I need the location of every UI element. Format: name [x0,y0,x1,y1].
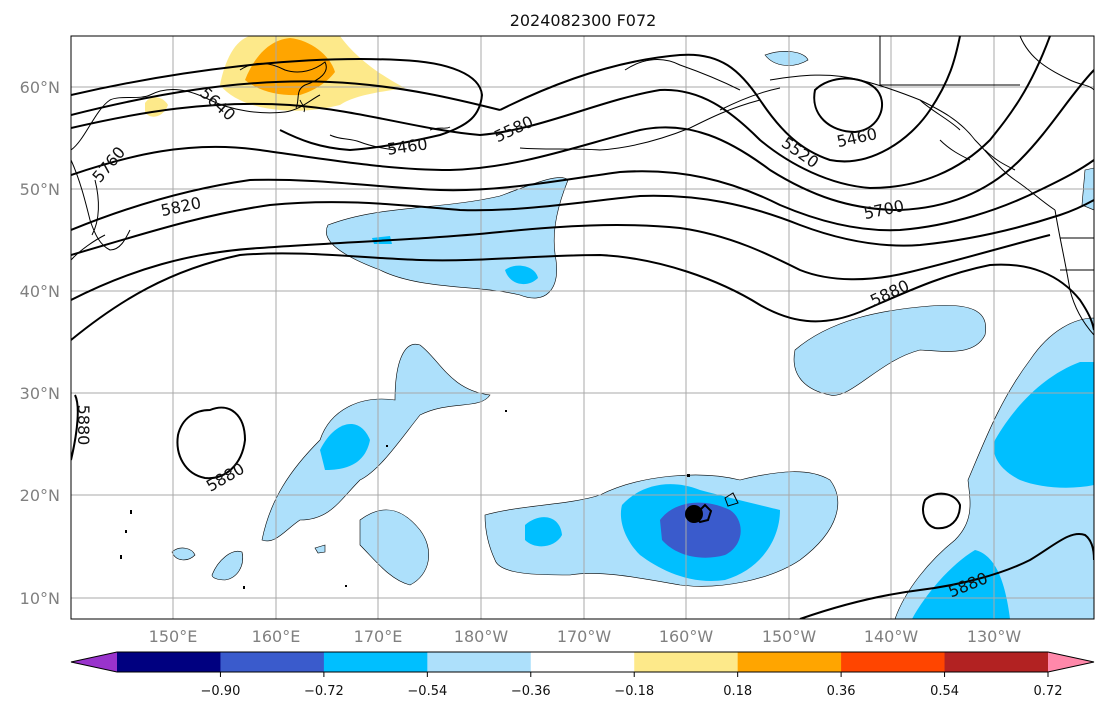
colorbar-segment [220,652,325,672]
colorbar-segment [944,652,1049,672]
hawaii-island [724,492,739,507]
small-islands [120,410,690,589]
colorbar-segment [737,652,842,672]
colorbar-min-extend [71,652,117,672]
lat-tick-10N: 10°N [20,589,60,608]
graticule [71,36,1094,619]
lat-tick-40N: 40°N [20,282,60,301]
colorbar-label: 0.54 [930,684,959,699]
colorbar-segment [634,652,739,672]
colorbar-label: 0.72 [1034,684,1063,699]
colorbar-label: −0.72 [304,684,344,699]
colorbar-label: 0.36 [827,684,856,699]
lon-tick-160E: 160°E [252,627,301,646]
colorbar-label: 0.18 [723,684,752,699]
lon-tick-150W: 150°W [762,627,817,646]
shading-dark-blue [660,502,741,558]
lon-tick-180W: 180°W [454,627,509,646]
colorbar-label: −0.90 [201,684,241,699]
colorbar-label: −0.18 [614,684,654,699]
lat-tick-60N: 60°N [20,78,60,97]
lon-tick-160W: 160°W [659,627,714,646]
contour-label-5880-edge: 5880 [74,405,93,446]
colorbar-outline [70,651,1095,673]
lon-tick-150E: 150°E [149,627,198,646]
colorbar-segment [323,652,428,672]
storm-center-marker [685,505,703,523]
lon-tick-140W: 140°W [864,627,919,646]
colorbar: −0.90 −0.72 −0.54 −0.36 −0.18 0.18 0.36 0.54 0.7… [70,651,1095,699]
height-contours [71,36,1094,619]
longitude-ticks: 150°E 160°E 170°E 180°W 170°W 160°W 150°… [149,627,1022,646]
colorbar-segment [841,652,946,672]
coastlines [71,36,1094,336]
map-frame [70,35,1095,620]
colorbar-segment [427,652,532,672]
colorbar-segment [530,652,635,672]
colorbar-segment [117,652,221,672]
lat-tick-20N: 20°N [20,486,60,505]
colorbar-label: −0.36 [511,684,551,699]
map-title: 2024082300 F072 [510,11,657,30]
colorbar-max-extend [1048,652,1094,672]
colorbar-label: −0.54 [407,684,447,699]
lon-tick-130W: 130°W [967,627,1022,646]
lat-tick-30N: 30°N [20,384,60,403]
lon-tick-170W: 170°W [557,627,612,646]
latitude-ticks: 60°N 50°N 40°N 30°N 20°N 10°N [20,78,60,608]
lon-tick-170E: 170°E [354,627,403,646]
lat-tick-50N: 50°N [20,180,60,199]
